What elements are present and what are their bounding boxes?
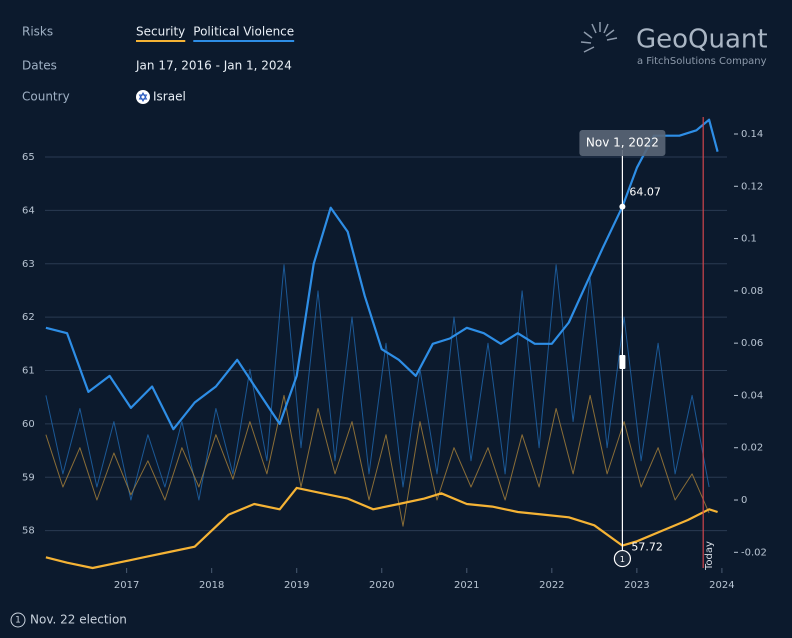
y-tick-label: 62 — [22, 312, 35, 323]
hover-date: Nov 1, 2022 — [586, 136, 659, 150]
y2-tick-label: 0 — [741, 495, 747, 506]
x-tick-label: 2022 — [539, 580, 564, 591]
y-tick-label: 59 — [22, 472, 35, 483]
event-marker: 1 — [620, 555, 625, 564]
dates-value: Jan 17, 2016 - Jan 1, 2024 — [135, 59, 292, 73]
y-tick-label: 61 — [22, 366, 35, 377]
country-value: Israel — [153, 90, 186, 104]
y2-tick-label: 0.04 — [741, 390, 763, 401]
risks-label: Risks — [22, 25, 53, 39]
hover-handle — [619, 355, 626, 369]
logo-mark — [580, 22, 618, 53]
y2-tick-label: 0.06 — [741, 338, 763, 349]
flag-icon — [136, 90, 150, 104]
x-tick-label: 2017 — [114, 580, 139, 591]
noise-line — [45, 394, 710, 527]
x-tick-label: 2021 — [454, 580, 479, 591]
series-line — [45, 486, 718, 570]
y2-tick-label: 0.08 — [741, 286, 763, 297]
country-label: Country — [22, 90, 70, 104]
hover-dot — [613, 549, 632, 568]
y-tick-label: 60 — [22, 419, 35, 430]
x-tick-label: 2018 — [199, 580, 224, 591]
logo-tagline: a FitchSolutions Company — [637, 56, 767, 67]
hover-value: 64.07 — [629, 186, 661, 199]
y2-tick-label: 0.1 — [741, 234, 757, 245]
y-tick-label: 65 — [22, 152, 35, 163]
y2-tick-label: 0.02 — [741, 443, 763, 454]
hover-dot — [619, 203, 626, 210]
event-legend-label: Nov. 22 election — [30, 613, 127, 627]
legend-entry: Security — [136, 25, 185, 39]
event-legend-marker: 1 — [15, 616, 21, 626]
today-label: Today — [704, 541, 715, 571]
logo-name: GeoQuant — [636, 25, 768, 55]
y2-tick-label: -0.02 — [741, 547, 767, 558]
noise-line — [45, 264, 710, 501]
y2-tick-label: 0.12 — [741, 181, 763, 192]
x-tick-label: 2024 — [709, 580, 734, 591]
y-tick-label: 64 — [22, 205, 35, 216]
event-legend-icon — [10, 612, 26, 628]
series-line — [45, 118, 719, 431]
x-tick-label: 2023 — [624, 580, 649, 591]
x-tick-label: 2019 — [284, 580, 309, 591]
dates-label: Dates — [22, 59, 57, 73]
x-tick-label: 2020 — [369, 580, 394, 591]
hover-value: 57.72 — [631, 541, 663, 554]
y-tick-label: 63 — [22, 259, 35, 270]
y2-tick-label: 0.14 — [741, 129, 763, 140]
hover-tooltip — [579, 130, 666, 156]
y-tick-label: 58 — [22, 526, 35, 537]
legend-entry: Political Violence — [193, 25, 294, 39]
